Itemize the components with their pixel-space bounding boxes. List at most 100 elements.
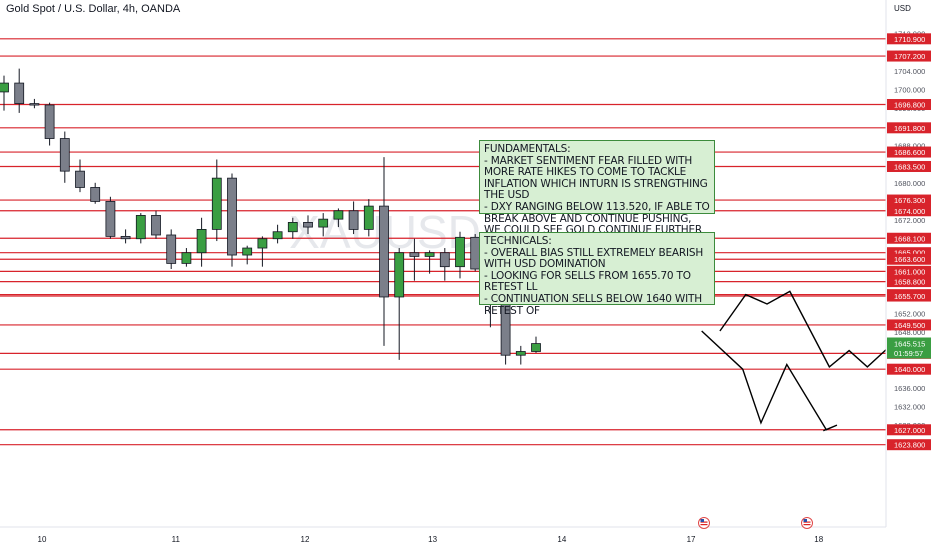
level-tag: [887, 290, 931, 302]
y-tick-label: 1672.000: [894, 216, 925, 225]
candle[interactable]: [75, 170, 85, 188]
candle[interactable]: [348, 210, 359, 230]
y-tick-label: 1652.000: [894, 309, 925, 318]
x-tick-label: 17: [687, 535, 696, 544]
candle[interactable]: [105, 201, 116, 237]
flag-canton: [700, 519, 704, 522]
symbol-title: Gold Spot / U.S. Dollar, 4h, OANDA: [6, 3, 181, 15]
candle[interactable]: [515, 351, 526, 356]
projection-path[interactable]: [701, 330, 838, 432]
candle[interactable]: [29, 103, 40, 106]
x-tick-label: 18: [814, 535, 823, 544]
candle[interactable]: [181, 252, 192, 264]
candle[interactable]: [120, 235, 131, 240]
candle[interactable]: [211, 177, 222, 230]
level-tag-label: 1640.000: [894, 365, 925, 374]
candle[interactable]: [394, 252, 405, 298]
x-tick-label: 11: [172, 535, 181, 544]
level-tag-label: 1658.800: [894, 278, 925, 287]
level-tag-label: 1674.000: [894, 207, 925, 216]
candle[interactable]: [135, 215, 146, 240]
level-tag: [887, 50, 931, 62]
level-tag: [887, 439, 931, 451]
level-tag: [887, 319, 931, 331]
level-tag: [887, 33, 931, 45]
currency-label: USD: [894, 4, 911, 13]
level-tag-label: 1663.600: [894, 255, 925, 264]
level-tag: [887, 160, 931, 172]
candle[interactable]: [363, 205, 374, 230]
level-tag: [887, 253, 931, 265]
level-tag-label: 1683.500: [894, 162, 925, 171]
y-tick-label: 1636.000: [894, 384, 925, 393]
level-tag-label: 1707.200: [894, 52, 925, 61]
candle[interactable]: [424, 252, 435, 257]
level-tag: [887, 99, 931, 111]
y-tick-label: 1704.000: [894, 67, 925, 76]
candle[interactable]: [59, 138, 70, 172]
candle[interactable]: [287, 222, 298, 233]
level-tag: [887, 363, 931, 375]
x-tick-label: 13: [428, 535, 437, 544]
candle[interactable]: [242, 247, 253, 256]
candle[interactable]: [166, 234, 177, 264]
level-tag: [887, 232, 931, 244]
candle[interactable]: [196, 228, 207, 254]
level-tag-label: 1686.600: [894, 148, 925, 157]
candle[interactable]: [227, 177, 237, 256]
level-tag: [887, 205, 931, 217]
candle[interactable]: [379, 205, 389, 298]
level-tag-label: 1623.800: [894, 441, 925, 450]
flag-stripe: [700, 524, 708, 526]
level-tag-label: 1676.300: [894, 196, 925, 205]
y-tick-label: 1632.000: [894, 402, 925, 411]
countdown-label: 01:59:57: [894, 349, 923, 358]
candle[interactable]: [333, 210, 344, 220]
x-tick-label: 10: [38, 535, 47, 544]
technicals-note[interactable]: TECHNICALS: - OVERALL BIAS STILL EXTREME…: [479, 232, 715, 316]
level-tag-label: 1661.000: [894, 267, 925, 276]
flag-stripe: [803, 524, 811, 526]
last-price-tag: [887, 337, 931, 359]
level-tag-label: 1696.800: [894, 101, 925, 110]
level-tag: [887, 247, 931, 259]
flag-stripe: [700, 521, 708, 523]
candle[interactable]: [90, 187, 101, 202]
candle[interactable]: [14, 82, 25, 104]
level-tag-label: 1649.500: [894, 321, 925, 330]
level-tag-label: 1710.900: [894, 35, 925, 44]
level-tag: [887, 122, 931, 134]
candle[interactable]: [303, 222, 313, 228]
level-tag-label: 1668.100: [894, 234, 925, 243]
level-tag: [887, 146, 931, 158]
flag-stripe: [803, 521, 811, 523]
level-tag-label: 1655.700: [894, 292, 925, 301]
level-tag: [887, 424, 931, 436]
candle[interactable]: [257, 238, 268, 249]
y-tick-label: 1700.000: [894, 86, 925, 95]
candle[interactable]: [531, 343, 541, 352]
level-tag: [887, 265, 931, 277]
candle[interactable]: [409, 252, 420, 257]
level-tag: [887, 276, 931, 288]
candle[interactable]: [272, 231, 283, 240]
candle[interactable]: [44, 104, 55, 139]
x-tick-label: 14: [557, 535, 566, 544]
candle[interactable]: [439, 252, 450, 268]
candle[interactable]: [455, 236, 465, 268]
level-tag: [887, 194, 931, 206]
candle[interactable]: [318, 218, 329, 228]
candle[interactable]: [0, 82, 9, 93]
last-price-label: 1645.515: [894, 340, 925, 349]
level-tag-label: 1627.000: [894, 426, 925, 435]
candle[interactable]: [151, 215, 161, 236]
y-tick-label: 1648.000: [894, 328, 925, 337]
x-tick-label: 12: [301, 535, 310, 544]
level-tag-label: 1691.800: [894, 124, 925, 133]
y-tick-label: 1680.000: [894, 179, 925, 188]
level-tag-label: 1665.000: [894, 249, 925, 258]
fundamentals-note[interactable]: FUNDAMENTALS: - MARKET SENTIMENT FEAR FI…: [479, 140, 715, 248]
y-tick-label: 1688.000: [894, 142, 925, 151]
flag-canton: [803, 519, 807, 522]
